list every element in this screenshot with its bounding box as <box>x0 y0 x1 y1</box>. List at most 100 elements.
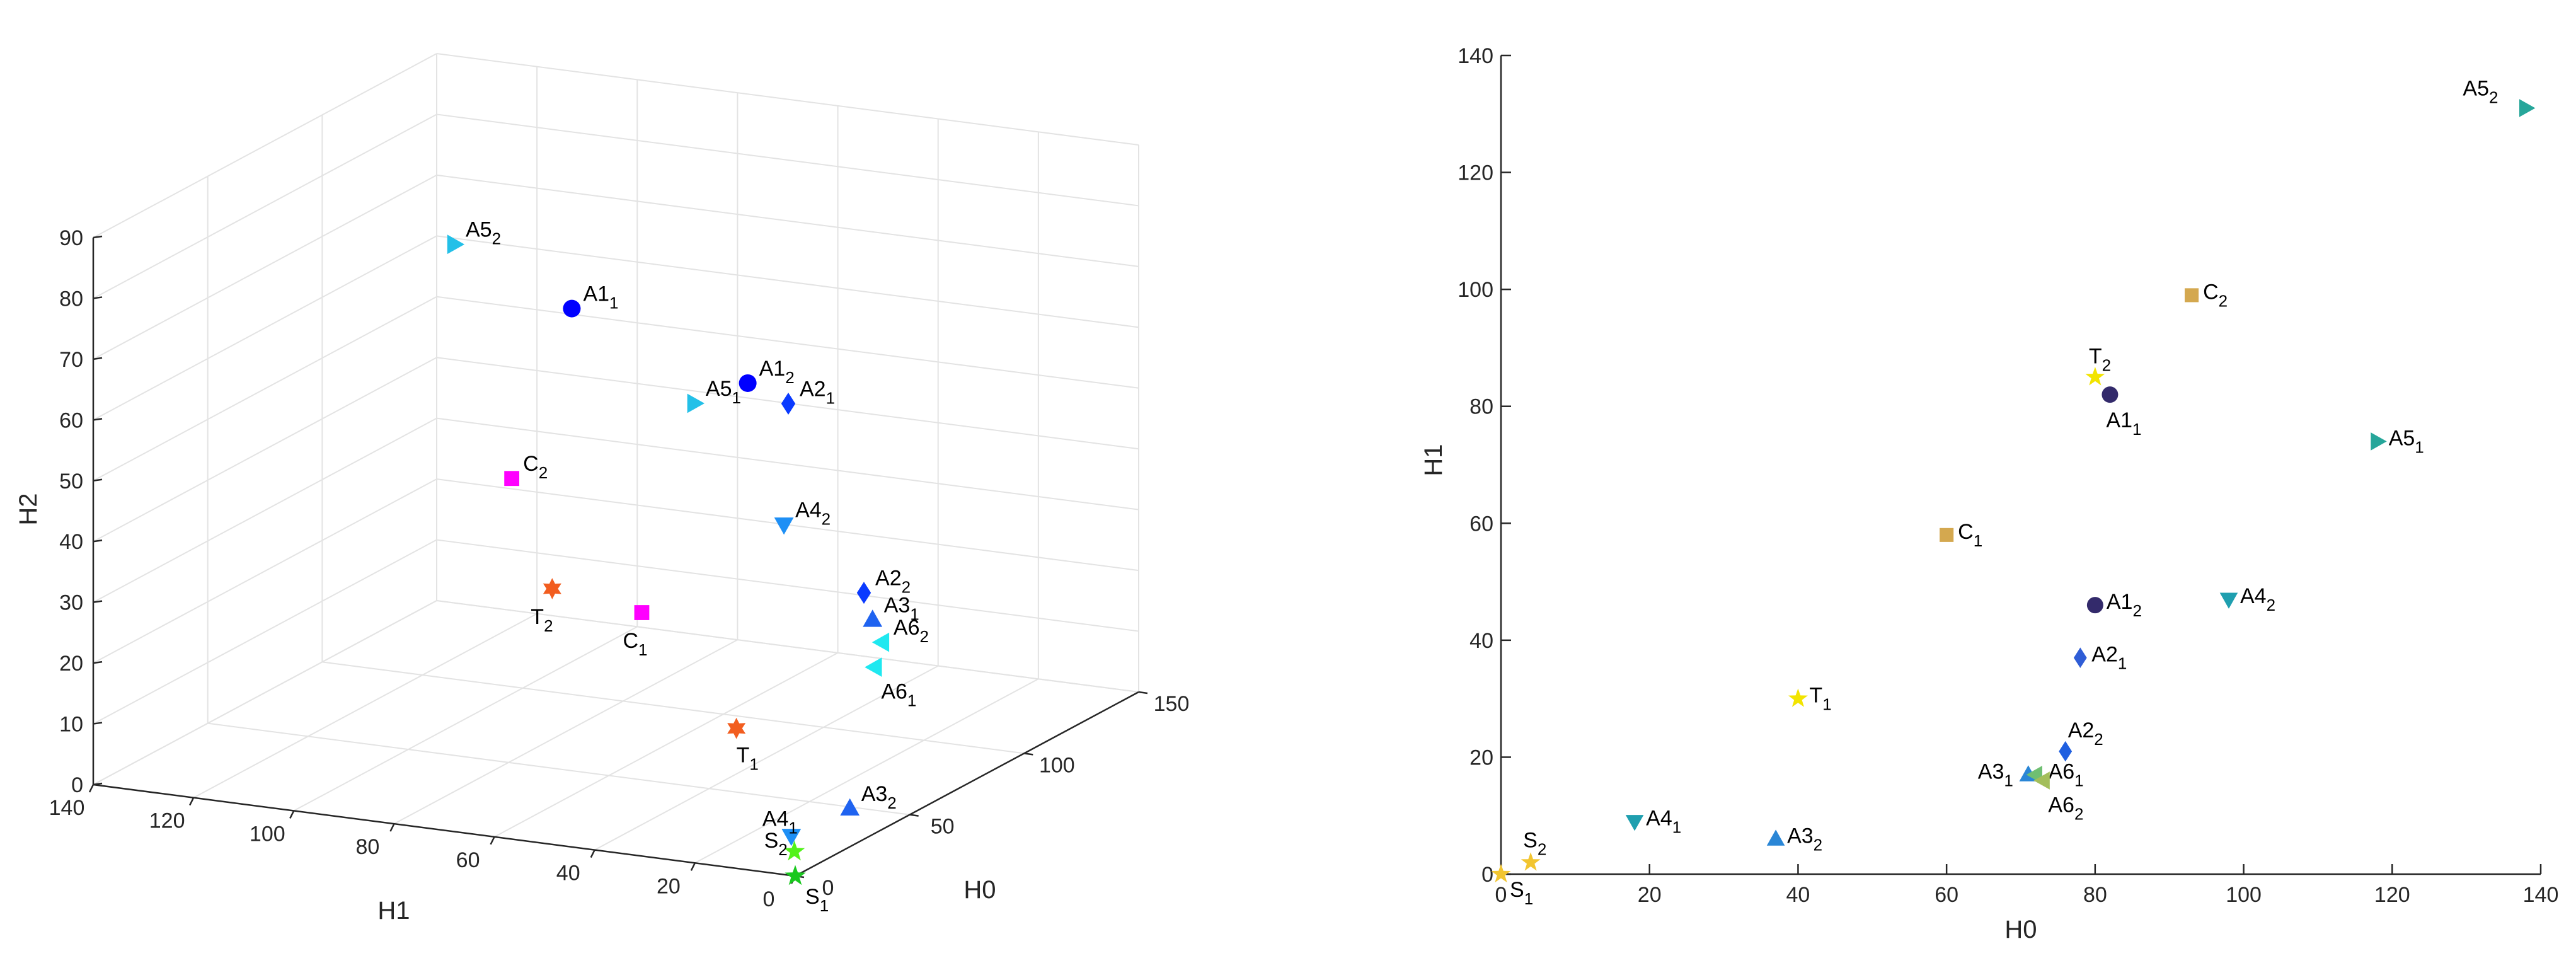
marker-a6-2 <box>871 632 890 652</box>
grid-line <box>93 296 437 481</box>
y-tick-label: 120 <box>1458 161 1493 185</box>
point-label: A11 <box>2106 408 2141 439</box>
point-label-subscript: 1 <box>820 896 829 915</box>
marker-a1-2 <box>2086 597 2103 614</box>
marker-a3-1 <box>863 609 883 627</box>
point-label-name: A6 <box>881 680 907 704</box>
grid-line <box>93 113 437 299</box>
point-label: A21 <box>2091 643 2127 673</box>
y-tick-label: 100 <box>250 822 285 846</box>
grid-line <box>494 652 839 838</box>
point-label: A52 <box>466 218 501 248</box>
marker-a2-1 <box>781 393 796 415</box>
marker-a5-1 <box>687 393 704 413</box>
chart-2d-ticks: 0 20 40 60 80 100 120 140 0 20 40 60 80 100 120 140 <box>1458 44 2558 907</box>
point-label-name: A2 <box>875 567 902 591</box>
marker-c-2 <box>2185 288 2199 303</box>
marker-a1-1 <box>2102 386 2119 403</box>
y-tick-mark <box>389 823 395 832</box>
chart-3d-ticks: 0501001500204060801001201400102030405060… <box>49 226 1190 911</box>
y-tick-mark <box>690 862 696 871</box>
point-label-name: C <box>2203 280 2219 304</box>
grid-line <box>293 626 638 812</box>
point-label-name: C <box>523 452 539 476</box>
y-tick-mark <box>490 836 495 845</box>
z-tick-label: 50 <box>59 470 83 493</box>
z-tick-label: 80 <box>59 287 83 311</box>
point-label-name: A5 <box>2463 77 2489 101</box>
point-label-subscript: 1 <box>1822 695 1831 714</box>
y-tick-mark <box>590 850 595 858</box>
marker-s-1 <box>785 865 806 885</box>
marker-t-2 <box>543 578 561 599</box>
chart-2d-axes <box>1500 54 2542 875</box>
grid-line <box>93 478 437 664</box>
point-label: A61 <box>2049 759 2084 790</box>
point-label-name: A2 <box>2091 643 2118 667</box>
point-label-subscript: 1 <box>1524 889 1533 908</box>
y-tick-label: 0 <box>763 887 775 911</box>
marker-s-2 <box>784 840 805 861</box>
grid-line <box>436 539 1139 632</box>
z-tick-label: 70 <box>59 348 83 372</box>
point-label-name: A5 <box>466 218 492 242</box>
point-label-name: A2 <box>2068 718 2095 742</box>
marker-s-1 <box>1491 863 1511 883</box>
x-tick-label: 60 <box>1935 883 1958 907</box>
point-label-name: A3 <box>1787 824 1814 848</box>
point-label: S1 <box>1510 878 1533 908</box>
grid-line <box>436 113 1139 207</box>
point-label-subscript: 2 <box>2094 730 2103 749</box>
point-label-subscript: 2 <box>2219 291 2228 310</box>
marker-a2-1 <box>2073 647 2087 668</box>
x-tick-label: 120 <box>2374 883 2410 907</box>
point-label-subscript: 2 <box>920 627 929 646</box>
point-label-name: A4 <box>762 807 789 831</box>
grid-line <box>93 600 437 785</box>
chart-3d-ylabel: H1 <box>377 897 410 925</box>
z-tick-mark <box>93 722 103 725</box>
point-label: T2 <box>531 605 553 635</box>
y-tick-label: 80 <box>1469 395 1493 419</box>
point-label-subscript: 2 <box>1538 839 1546 858</box>
y-tick-label: 140 <box>49 796 85 820</box>
point-label-subscript: 2 <box>887 793 896 812</box>
point-label: A62 <box>2048 793 2083 824</box>
y-tick-label: 100 <box>1458 278 1493 302</box>
marker-c-1 <box>1940 528 1954 542</box>
grid-line <box>436 174 1139 267</box>
point-label: A62 <box>894 616 929 646</box>
point-label-subscript: 2 <box>902 578 911 597</box>
z-tick-label: 30 <box>59 591 83 615</box>
marker-c-2 <box>504 471 520 487</box>
point-label-name: A3 <box>1978 759 2004 783</box>
z-tick-label: 60 <box>59 408 83 432</box>
marker-t-1 <box>727 717 746 739</box>
z-tick-label: 90 <box>59 226 83 250</box>
point-label: T1 <box>737 744 759 774</box>
x-tick-label: 100 <box>2226 883 2262 907</box>
point-label-subscript: 2 <box>1814 835 1822 854</box>
point-label-name: A6 <box>2048 793 2074 817</box>
point-label-name: A3 <box>861 782 888 806</box>
grid-line <box>436 600 1139 693</box>
chart-3d-grid <box>93 53 1139 877</box>
point-label-name: C <box>623 629 638 653</box>
y-tick-mark <box>189 797 195 806</box>
point-label: A21 <box>800 377 835 407</box>
point-label: S2 <box>764 829 788 859</box>
chart-3d-axes <box>88 235 1148 884</box>
point-label-name: A4 <box>795 498 822 522</box>
marker-a1-1 <box>563 299 581 318</box>
x-tick-mark <box>1138 691 1148 695</box>
point-label: C1 <box>1958 520 1982 550</box>
point-label: A42 <box>2240 584 2275 614</box>
x-tick-label: 100 <box>1039 753 1075 777</box>
point-label-subscript: 1 <box>1974 531 1982 550</box>
marker-t-1 <box>1788 688 1808 707</box>
marker-c-1 <box>634 605 650 620</box>
marker-t-2 <box>2085 367 2105 386</box>
marker-a4-2 <box>774 517 794 535</box>
